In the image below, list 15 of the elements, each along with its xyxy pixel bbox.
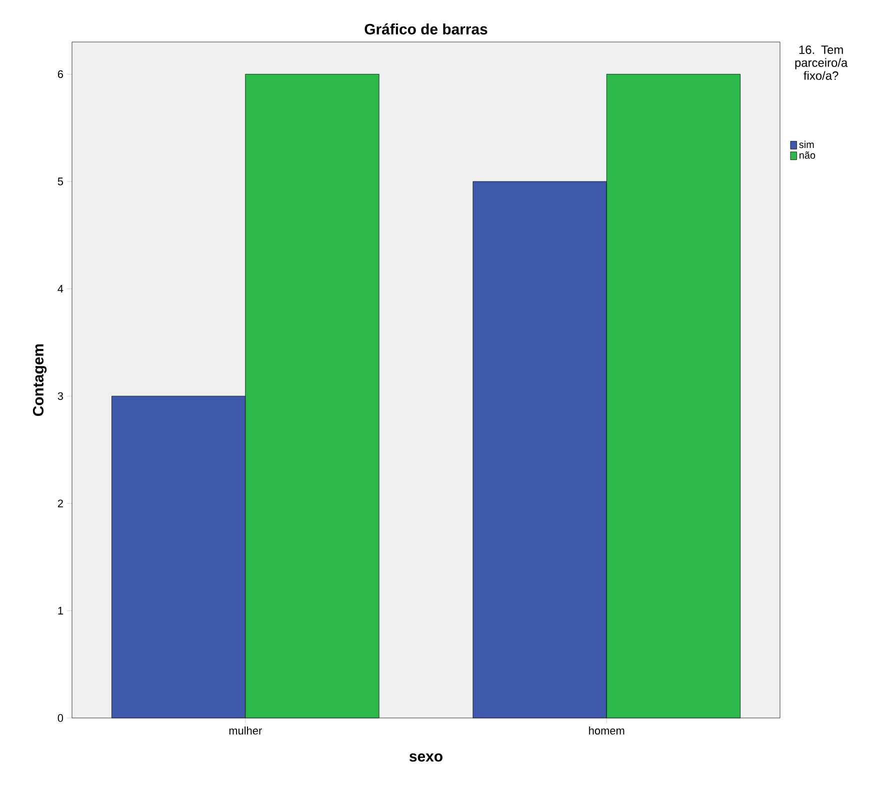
y-tick-label: 3 [58,392,63,400]
x-tick-label: mulher [229,726,262,735]
y-axis-title: Contagem [32,344,47,416]
chart-title: Gráfico de barras [364,23,488,34]
y-tick-label: 5 [58,178,64,186]
y-tick-label: 1 [58,606,63,614]
y-tick-label: 2 [58,500,63,508]
legend-title: 16. Tem parceiro/a fixo/a? [795,46,848,80]
legend-label: sim [799,140,814,148]
x-axis-title: sexo [410,753,442,762]
y-tick-label: 0 [58,714,64,722]
y-tick-label: 6 [58,70,63,78]
y-tick-label: 4 [58,285,64,293]
legend-label: não [800,152,816,159]
x-tick-label: homem [589,726,624,735]
